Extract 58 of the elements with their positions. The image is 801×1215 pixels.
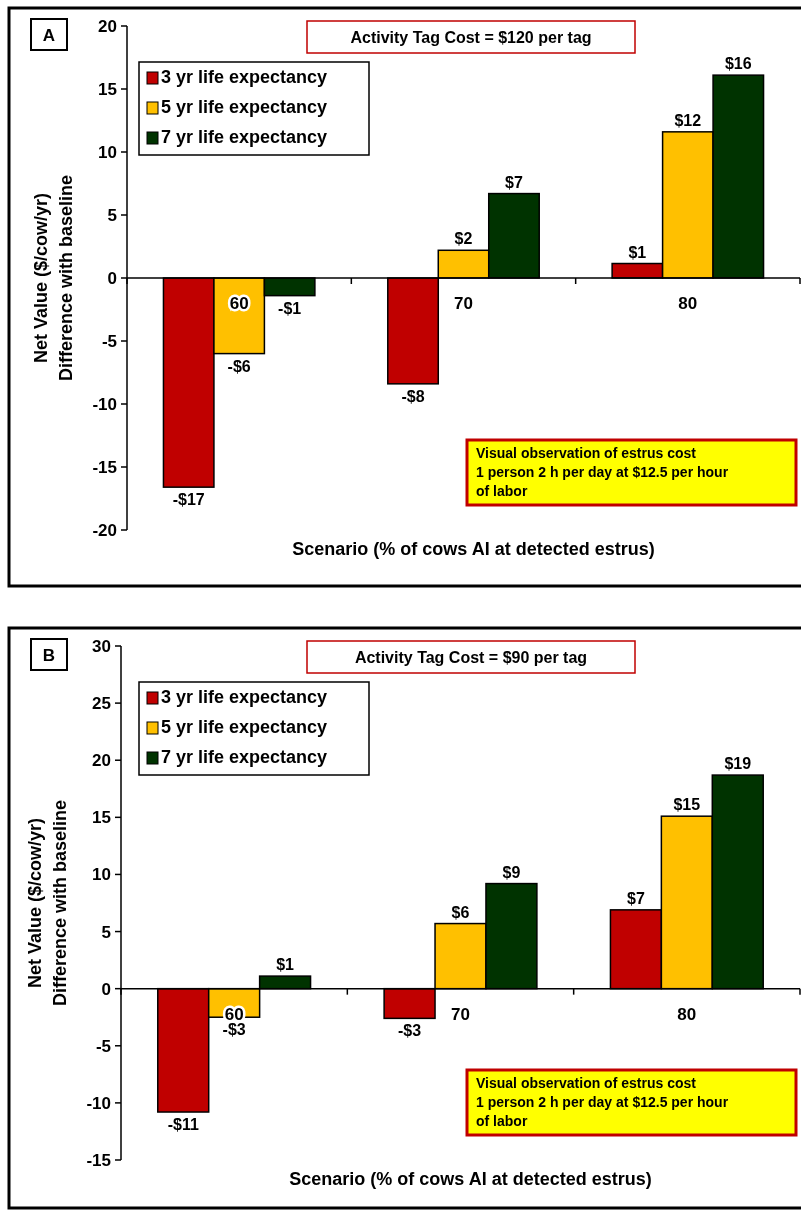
data-label: $6 bbox=[451, 903, 470, 921]
y-tick-label: 5 bbox=[101, 922, 111, 942]
legend-label: 5 yr life expectancy bbox=[161, 717, 328, 737]
x-axis-title: Scenario (% of cows AI at detected estrus) bbox=[289, 1169, 652, 1189]
data-label: $16 bbox=[724, 55, 752, 73]
y-tick-label: 15 bbox=[92, 808, 111, 828]
y-tick-label: 30 bbox=[92, 636, 111, 656]
y-axis-title: Net Value ($/cow/yr) Difference with baseline bbox=[25, 799, 70, 1007]
legend-label: 5 yr life expectancy bbox=[161, 97, 328, 117]
data-label: -$3 bbox=[398, 1022, 422, 1040]
data-label: $15 bbox=[673, 796, 701, 814]
y-tick-label: -20 bbox=[92, 520, 117, 540]
x-tick-label: 70 bbox=[451, 1004, 470, 1024]
y-tick-label: -10 bbox=[92, 394, 117, 414]
y-axis-title: Net Value ($/cow/yr) Difference with baseline bbox=[31, 174, 76, 382]
data-label: -$3 bbox=[222, 1021, 246, 1039]
data-label: -$17 bbox=[172, 491, 205, 509]
data-label: -$1 bbox=[278, 299, 302, 317]
data-label: $2 bbox=[454, 230, 473, 248]
data-label: -$8 bbox=[401, 387, 425, 405]
legend-label: 3 yr life expectancy bbox=[161, 687, 328, 707]
x-tick-label: 60 bbox=[229, 294, 249, 313]
data-label: $1 bbox=[628, 243, 647, 261]
y-tick-label: 15 bbox=[98, 79, 117, 99]
data-label: -$6 bbox=[227, 357, 251, 375]
y-tick-label: -10 bbox=[86, 1093, 111, 1113]
text: A bbox=[42, 26, 56, 45]
y-tick-label: 25 bbox=[92, 694, 111, 714]
annotation: Visual observation of estrus cost 1 person 2 h per day at $12.5 per hour of labor bbox=[476, 1075, 729, 1129]
legend-label: 7 yr life expectancy bbox=[161, 127, 328, 147]
data-label: $7 bbox=[627, 889, 645, 907]
x-axis-title: Scenario (% of cows AI at detected estrus) bbox=[292, 539, 655, 559]
y-tick-label: -5 bbox=[95, 1036, 111, 1056]
x-tick-label: 70 bbox=[454, 294, 473, 313]
y-tick-label: 10 bbox=[92, 865, 111, 885]
data-label: $9 bbox=[502, 863, 521, 881]
y-tick-label: -15 bbox=[92, 457, 117, 477]
x-tick-label: 80 bbox=[678, 294, 698, 313]
legend-label: 7 yr life expectancy bbox=[161, 747, 328, 767]
y-tick-label: 5 bbox=[107, 205, 117, 225]
y-tick-label: 10 bbox=[98, 142, 117, 162]
y-tick-label: -15 bbox=[86, 1150, 111, 1170]
y-tick-label: 0 bbox=[101, 979, 111, 999]
y-tick-label: 0 bbox=[107, 268, 117, 288]
data-label: -$11 bbox=[167, 1116, 199, 1134]
y-tick-label: -5 bbox=[101, 331, 117, 351]
legend-label: 3 yr life expectancy bbox=[161, 67, 328, 87]
data-label: $19 bbox=[724, 755, 752, 773]
chart-title: Activity Tag Cost = $120 per tag bbox=[350, 29, 592, 46]
y-tick-label: 20 bbox=[98, 16, 117, 36]
annotation: Visual observation of estrus cost 1 person 2 h per day at $12.5 per hour of labor bbox=[476, 445, 729, 499]
data-label: $12 bbox=[674, 111, 702, 129]
y-tick-label: 20 bbox=[92, 751, 111, 771]
chart-title: Activity Tag Cost = $90 per tag bbox=[354, 649, 588, 666]
data-label: $1 bbox=[276, 956, 295, 974]
x-tick-label: 80 bbox=[677, 1004, 697, 1024]
text: B bbox=[42, 646, 56, 665]
data-label: $7 bbox=[505, 173, 523, 191]
